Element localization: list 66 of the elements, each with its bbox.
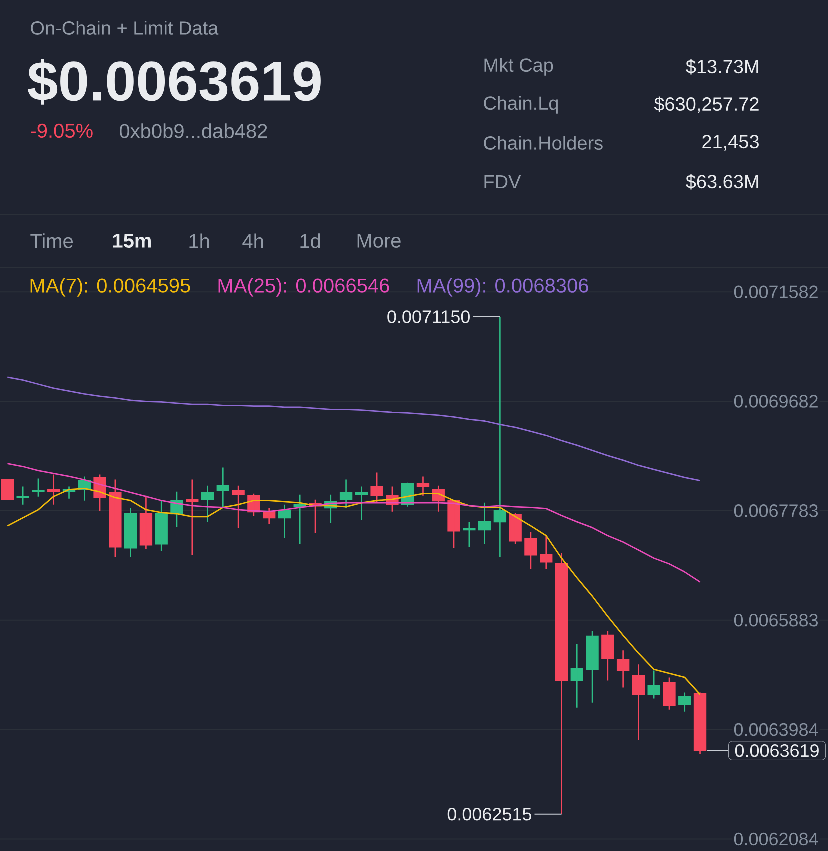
text: Chain.Holders [484, 136, 603, 150]
text: -9.05% [31, 124, 93, 138]
annotation: 0.0062515 [448, 808, 532, 821]
text: Chain.Lq [484, 96, 558, 114]
text: Mkt Cap [484, 58, 554, 76]
text: 0.0063619 [735, 744, 819, 758]
candlestick [32, 478, 45, 498]
candlestick [524, 531, 538, 570]
candlestick [201, 485, 214, 523]
candlestick [155, 500, 168, 552]
candlestick [494, 316, 507, 558]
text: 1h [190, 234, 210, 248]
candlestick [509, 512, 522, 545]
candlestick [186, 479, 199, 556]
candlestick [340, 479, 353, 509]
chart-title: On-Chain + Limit Data [31, 21, 219, 35]
candlestick [678, 692, 692, 713]
candlestick [278, 504, 292, 539]
candlestick [416, 476, 430, 496]
candlestick [694, 692, 707, 755]
chart-subtitle: $0.0063619 [28, 59, 321, 105]
candlestick [370, 472, 384, 504]
annotation: 0.0071150 [388, 310, 470, 324]
candlestick [109, 479, 122, 558]
candlestick [540, 535, 553, 570]
candlestick [463, 521, 476, 548]
text: MA(99): 0.0068306 [418, 278, 588, 297]
text: 15m [113, 234, 151, 248]
text: $630,257.72 [654, 96, 759, 114]
candlestick [555, 552, 568, 816]
candlestick [478, 502, 492, 545]
y-tick-label: 0.0063984 [734, 723, 818, 736]
candlestick [48, 474, 60, 506]
text: $63.63M [686, 174, 758, 190]
candlestick [663, 677, 676, 711]
text: More [358, 234, 401, 248]
candlestick [140, 495, 153, 550]
candlestick [124, 507, 138, 558]
candlestick [586, 630, 599, 704]
text: MA(25): 0.0066546 [218, 278, 390, 297]
candlestick [16, 486, 30, 506]
candlestick [294, 494, 306, 545]
candlestick [262, 507, 276, 525]
y-tick-label: 0.0069682 [734, 395, 818, 408]
text: 1d [300, 234, 320, 248]
candlestick [570, 644, 584, 708]
text: 0xb0b9...dab482 [120, 124, 268, 138]
y-tick-label: 0.0071582 [734, 286, 818, 298]
candlestick [632, 664, 646, 741]
text: 21,453 [702, 135, 759, 151]
candlestick [216, 467, 230, 509]
candlestick [616, 650, 630, 688]
candlestick [232, 485, 245, 529]
text: $13.73M [686, 59, 758, 75]
candlestick [448, 500, 460, 549]
text: FDV [484, 175, 522, 189]
y-tick-label: 0.0062084 [734, 832, 818, 846]
text: MA(7): 0.0064595 [30, 278, 190, 297]
y-tick-label: 0.0067783 [734, 504, 818, 518]
candlestick [648, 670, 660, 700]
text: 4h [242, 234, 264, 248]
candlestick [602, 630, 614, 682]
text: Time [30, 234, 74, 248]
candlestick [355, 486, 368, 521]
y-tick-label: 0.0065883 [734, 614, 818, 627]
candlestick [1, 479, 14, 501]
